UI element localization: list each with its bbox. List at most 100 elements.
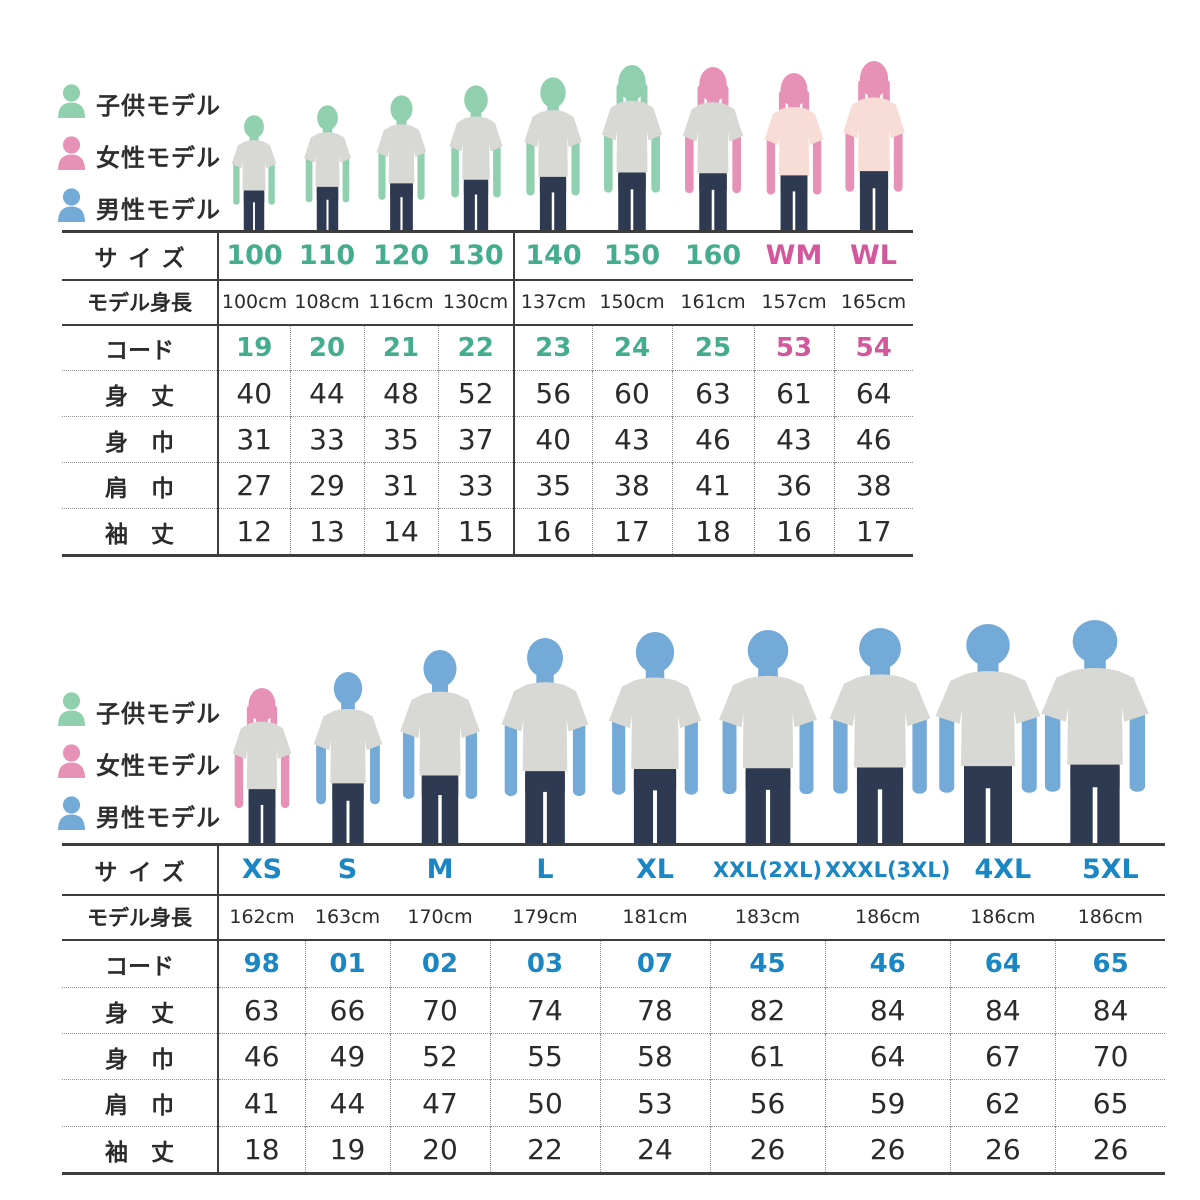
legend-kids-women: 子供モデル 女性モデル 男性モデル — [56, 84, 221, 227]
measure-value: 84 — [1092, 994, 1129, 1027]
body-width-cell: 31 — [217, 416, 290, 463]
shoulder-width-cell: 38 — [591, 462, 672, 509]
size-cell: S — [305, 843, 390, 896]
code-cell: 24 — [591, 324, 672, 371]
body-width-cell: 52 — [389, 1033, 490, 1080]
shoulder-width-cell: 53 — [599, 1079, 710, 1127]
legend-item-label: 男性モデル — [96, 804, 221, 832]
size-value: XS — [241, 854, 283, 886]
kids-women-figures — [0, 0, 1200, 233]
code-value: 07 — [636, 948, 674, 979]
code-value: 64 — [984, 948, 1021, 979]
shoulder-width-cell: 36 — [753, 462, 834, 509]
code-value: 03 — [526, 948, 564, 979]
body-width-cell: 55 — [489, 1033, 600, 1080]
body-width-cell: 61 — [709, 1033, 825, 1080]
measure-value: 16 — [535, 515, 572, 548]
measure-value: 60 — [614, 377, 650, 410]
legend-item-men: 男性モデル — [56, 796, 221, 835]
measure-value: 22 — [527, 1133, 563, 1166]
model-figure-XXXL(3XL) — [808, 628, 952, 846]
body-width-cell: 40 — [513, 416, 592, 463]
shoulder-width-cell: 38 — [833, 462, 913, 509]
measure-value: 70 — [1092, 1040, 1129, 1073]
size-cell: 120 — [364, 230, 438, 281]
code-cell: 19 — [217, 324, 290, 371]
measure-value: 36 — [776, 469, 812, 502]
sleeve-length-cell: 26 — [949, 1126, 1056, 1175]
table-row: 袖 丈 12 13 14 15 16 17 18 16 17 — [62, 508, 913, 557]
measure-value: 38 — [855, 469, 892, 502]
code-cell: 53 — [753, 324, 834, 371]
model-height-cell: 162cm — [217, 894, 305, 941]
legend-item-women: 女性モデル — [56, 136, 221, 175]
person-bust-icon — [56, 188, 87, 227]
size-cell: 110 — [290, 230, 364, 281]
code-cell: 03 — [489, 939, 600, 988]
row-label-sleeve-length: 袖 丈 — [62, 508, 218, 557]
code-cell: 64 — [949, 939, 1056, 988]
row-label-code: コード — [105, 953, 174, 980]
measure-value: 59 — [869, 1086, 906, 1120]
size-cell: M — [390, 843, 490, 896]
model-height-cell: 179cm — [490, 894, 600, 941]
size-value: 110 — [298, 240, 356, 272]
model-height-value: 161cm — [680, 291, 746, 313]
code-cell: 45 — [709, 939, 825, 988]
adult-figures — [220, 620, 1149, 846]
model-height-cell: 108cm — [290, 279, 364, 326]
code-cell: 23 — [513, 324, 592, 371]
row-label-shoulder-width: 肩 巾 — [62, 1079, 218, 1127]
body-length-cell: 84 — [949, 987, 1056, 1034]
person-bust-icon — [56, 136, 87, 175]
size-cell: 130 — [438, 230, 514, 281]
code-value: 20 — [308, 332, 346, 363]
measure-value: 24 — [637, 1133, 673, 1166]
sleeve-length-cell: 17 — [833, 508, 913, 557]
size-value: L — [536, 854, 554, 886]
model-figure-4XL — [913, 624, 1063, 846]
size-value: S — [337, 854, 358, 886]
model-figure-110 — [294, 105, 361, 233]
row-label-model-height: モデル身長 — [62, 894, 218, 941]
sleeve-length-cell: 26 — [1054, 1126, 1166, 1175]
measure-value: 31 — [236, 423, 273, 456]
shoulder-width-cell: 50 — [489, 1079, 600, 1127]
model-height-cell: 116cm — [364, 279, 438, 326]
row-label-body-length: 身 丈 — [62, 987, 218, 1034]
sleeve-length-cell: 14 — [363, 508, 438, 557]
model-figure-XS — [220, 688, 304, 846]
code-cell: 07 — [599, 939, 710, 988]
body-length-cell: 78 — [599, 987, 710, 1034]
model-figure-130 — [438, 85, 514, 233]
table-row: 身 丈 40 44 48 52 56 60 63 61 64 — [62, 370, 913, 417]
measure-value: 31 — [383, 469, 419, 502]
legend-item-label: 子供モデル — [96, 700, 221, 728]
shoulder-width-cell: 41 — [217, 1079, 305, 1127]
body-length-cell: 60 — [591, 370, 672, 417]
size-value: 140 — [525, 240, 582, 272]
measure-value: 84 — [985, 994, 1021, 1027]
body-length-cell: 84 — [1054, 987, 1166, 1034]
model-height-value: 162cm — [229, 906, 295, 928]
measure-value: 18 — [243, 1133, 280, 1166]
size-value: 100 — [226, 240, 283, 272]
measure-value: 52 — [457, 377, 494, 410]
size-value: 120 — [372, 240, 430, 272]
measure-value: 46 — [855, 423, 892, 456]
measure-value: 26 — [985, 1133, 1021, 1166]
model-figure-WM — [752, 73, 836, 233]
measure-value: 64 — [869, 1040, 906, 1073]
measure-value: 63 — [695, 377, 731, 410]
measure-value: 52 — [422, 1040, 458, 1073]
code-value: 22 — [457, 332, 494, 363]
size-value: XXXL(3XL) — [825, 857, 951, 882]
code-cell: 21 — [363, 324, 438, 371]
size-cell: XL — [600, 843, 710, 896]
measure-value: 40 — [535, 423, 572, 456]
sleeve-length-cell: 18 — [671, 508, 754, 557]
body-length-cell: 84 — [824, 987, 951, 1034]
adult-size-table: サイズ XS S M L XL XXL(2XL) XXXL(3XL) 4XL 5XL モデル身長 16… — [62, 843, 1166, 1175]
person-bust-icon — [56, 744, 87, 783]
code-value: 46 — [869, 948, 906, 979]
